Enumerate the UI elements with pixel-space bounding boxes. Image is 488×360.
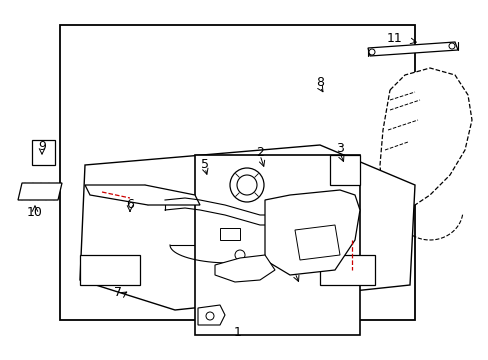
Circle shape — [237, 175, 257, 195]
Polygon shape — [319, 255, 374, 285]
Polygon shape — [294, 225, 339, 260]
Polygon shape — [18, 183, 62, 200]
Polygon shape — [220, 228, 240, 240]
Polygon shape — [80, 255, 140, 285]
Polygon shape — [85, 185, 200, 205]
Text: 8: 8 — [315, 77, 324, 90]
Text: 4: 4 — [290, 261, 298, 274]
Circle shape — [205, 312, 214, 320]
Polygon shape — [32, 140, 55, 165]
Text: 10: 10 — [27, 206, 43, 219]
Text: 5: 5 — [201, 158, 208, 171]
Circle shape — [235, 250, 244, 260]
Text: 11: 11 — [386, 31, 402, 45]
Circle shape — [275, 256, 284, 264]
Bar — [195, 155, 359, 335]
Polygon shape — [379, 68, 471, 210]
Text: 9: 9 — [38, 140, 46, 153]
Polygon shape — [198, 305, 224, 325]
Polygon shape — [80, 145, 414, 310]
Polygon shape — [367, 42, 457, 56]
Text: 1: 1 — [234, 325, 242, 338]
Polygon shape — [329, 155, 359, 185]
Text: 3: 3 — [335, 141, 343, 154]
Polygon shape — [215, 255, 274, 282]
Text: 7: 7 — [114, 287, 122, 300]
Circle shape — [368, 49, 374, 55]
Text: 2: 2 — [256, 145, 264, 158]
Text: 6: 6 — [126, 198, 134, 211]
Circle shape — [229, 168, 264, 202]
Bar — [60, 25, 414, 320]
Polygon shape — [264, 190, 359, 275]
Circle shape — [448, 43, 454, 49]
